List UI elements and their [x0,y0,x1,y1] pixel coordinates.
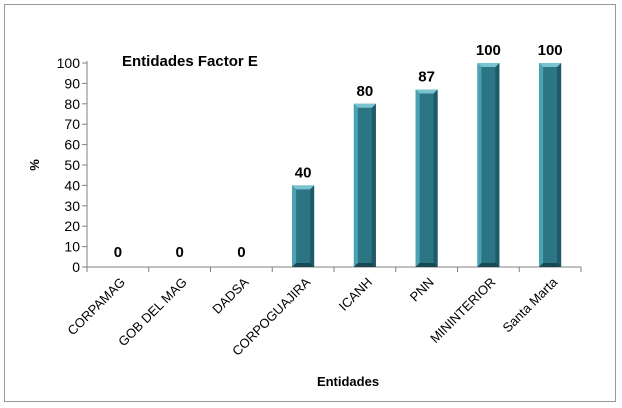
x-axis-label: Entidades [317,374,379,389]
data-label: 0 [237,244,245,261]
bar-chart: Entidades Factor E % Entidades 0 10 20 30 40… [27,42,582,389]
data-label: 0 [114,244,122,261]
data-label: 100 [476,42,501,59]
bar-face [539,63,562,267]
x-tick-label: Santa Marta [500,274,561,335]
bar [539,63,562,267]
bar-bevel-left [353,103,358,267]
y-tick-label: 70 [64,116,80,132]
y-tick-label: 100 [57,55,81,71]
y-tick-label: 40 [64,177,80,193]
y-tick-label: 30 [64,198,80,214]
bar-bevel-right [433,89,438,268]
bar-bevel-bottom [353,263,376,267]
bar-bevel-top [477,63,500,67]
bar-face [415,89,438,268]
bar-bevel-top [539,63,562,67]
data-label: 87 [418,69,435,86]
bar-face [292,185,315,267]
bar-bevel-bottom [415,263,438,267]
y-tick-label: 20 [64,218,80,234]
bar-bevel-top [353,103,376,108]
data-label: 80 [357,83,374,100]
bar-bevel-bottom [477,263,500,267]
bar-bevel-left [539,63,544,267]
bar [415,89,438,268]
y-tick-label: 10 [64,239,80,255]
y-tick-label: 0 [72,259,80,275]
bar [477,63,500,267]
x-tick-label: PNN [407,275,437,305]
y-tick-label: 80 [64,96,80,112]
data-label: 0 [175,244,183,261]
bar-bevel-bottom [292,263,315,267]
bar-bevel-bottom [539,263,562,267]
bar [353,103,376,267]
bar-bevel-left [292,185,297,267]
x-tick-label: DADSA [209,274,252,317]
chart-title: Entidades Factor E [122,53,258,70]
x-tick-label: CORPAMAG [64,275,128,339]
bar-bevel-right [495,63,500,267]
bar-bevel-left [477,63,482,267]
chart-frame: Entidades Factor E % Entidades 0 10 20 30 40… [4,4,616,402]
y-tick-label: 60 [64,137,80,153]
x-tick-label: ICANH [336,275,375,314]
bar-bevel-top [292,185,315,190]
y-axis-label: % [27,159,42,171]
data-label: 100 [538,42,563,59]
y-tick-label: 90 [64,75,80,91]
bar-face [477,63,500,267]
bar-bevel-right [557,63,562,267]
y-tick-label: 50 [64,157,80,173]
data-labels: 0 0 0 40 80 87 100 100 [114,42,563,261]
bar-bevel-right [371,103,376,267]
bar-bevel-right [310,185,315,267]
bar [292,185,315,267]
data-label: 40 [295,164,312,181]
bars [292,63,562,268]
bar-bevel-top [415,89,438,94]
bar-face [353,103,376,267]
bar-bevel-left [415,89,420,268]
x-tick-label: MININTERIOR [427,275,498,346]
